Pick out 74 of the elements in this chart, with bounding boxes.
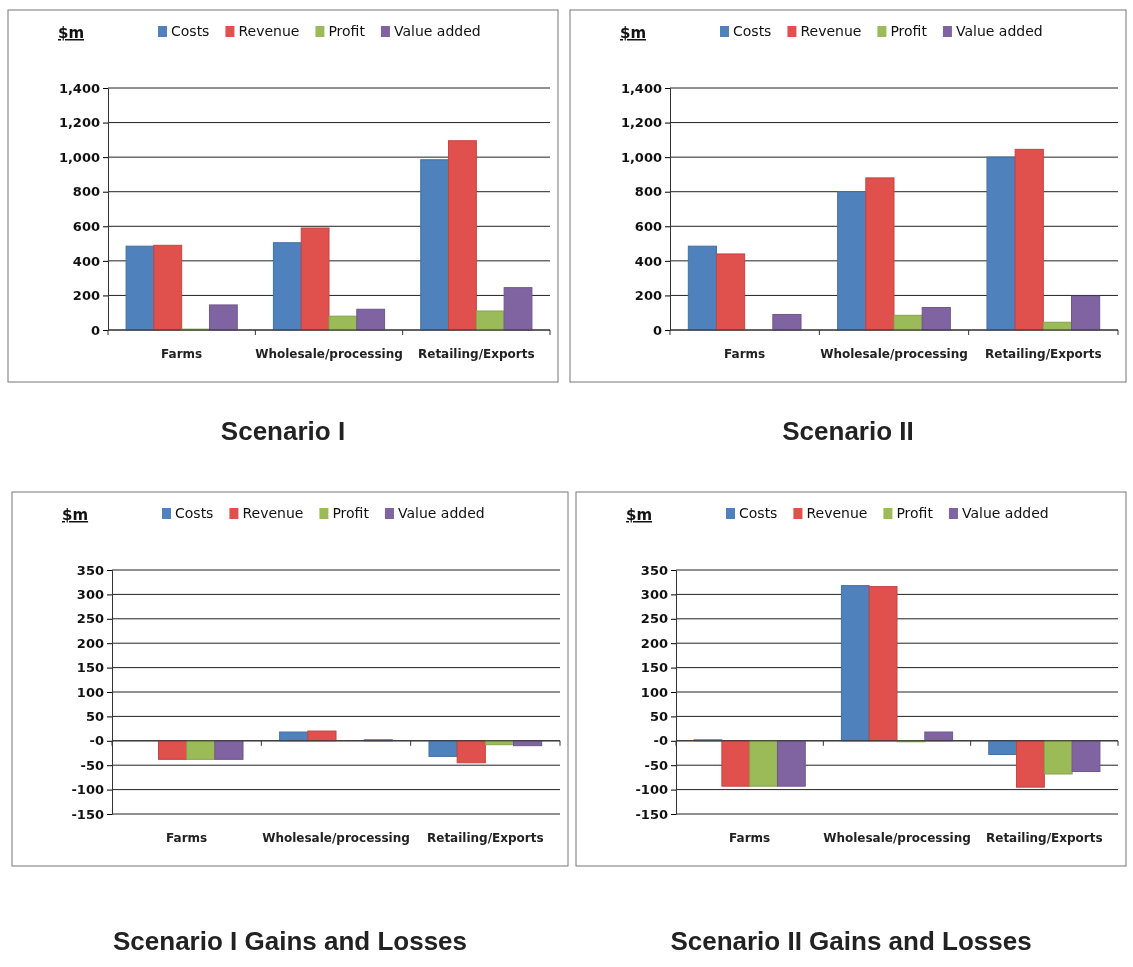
legend-label: Revenue — [238, 23, 300, 39]
legend-label: Value added — [393, 23, 481, 39]
x-tick-label: Retailing/Exports — [418, 347, 535, 361]
legend-label: Revenue — [800, 23, 862, 39]
y-tick-label: -150 — [635, 806, 668, 822]
y-tick-label: -50 — [80, 757, 104, 773]
legend-label: Costs — [739, 505, 778, 521]
x-tick-label: Farms — [724, 347, 766, 361]
y-axis-title: $m — [626, 506, 653, 524]
y-tick-label: -100 — [635, 782, 668, 798]
y-tick-label: 400 — [634, 253, 662, 269]
y-tick-label: 250 — [76, 611, 104, 627]
x-tick-label: Wholesale/processing — [820, 347, 968, 361]
y-tick-label: 300 — [640, 587, 668, 603]
y-tick-label: 800 — [72, 184, 100, 200]
y-tick-label: 600 — [72, 218, 100, 234]
legend-label: Costs — [175, 505, 214, 521]
legend-label: Revenue — [242, 505, 304, 521]
text: Scenario I — [220, 416, 346, 446]
y-tick-label: 1,200 — [620, 115, 662, 131]
y-tick-label: 400 — [72, 253, 100, 269]
legend-label: Profit — [332, 505, 370, 521]
x-tick-label: Wholesale/processing — [255, 347, 403, 361]
y-tick-label: 100 — [640, 684, 668, 700]
text: Scenario II — [782, 416, 914, 446]
x-tick-label: Retailing/Exports — [986, 831, 1103, 845]
legend-label: Value added — [955, 23, 1043, 39]
y-tick-label: 800 — [634, 184, 662, 200]
y-tick-label: 100 — [76, 684, 104, 700]
legend-label: Profit — [896, 505, 934, 521]
y-tick-label: 50 — [649, 709, 668, 725]
x-tick-label: Retailing/Exports — [427, 831, 544, 845]
legend-label: Revenue — [806, 505, 868, 521]
y-tick-label: -150 — [71, 806, 104, 822]
y-tick-label: 300 — [76, 587, 104, 603]
legend-label: Value added — [961, 505, 1049, 521]
y-tick-label: 50 — [85, 709, 104, 725]
y-tick-label: 1,400 — [58, 80, 100, 96]
y-tick-label: 1,400 — [620, 80, 662, 96]
y-tick-label: 200 — [640, 635, 668, 651]
legend-label: Costs — [733, 23, 772, 39]
y-axis-title: $m — [58, 24, 85, 42]
legend-label: Costs — [171, 23, 210, 39]
y-tick-label: 1,000 — [620, 149, 662, 165]
y-axis-title: $m — [620, 24, 647, 42]
y-tick-label: -0 — [89, 733, 104, 749]
y-tick-label: 1,200 — [58, 115, 100, 131]
x-tick-label: Wholesale/processing — [823, 831, 971, 845]
y-tick-label: 1,000 — [58, 149, 100, 165]
y-tick-label: 150 — [76, 660, 104, 676]
x-tick-label: Farms — [729, 831, 771, 845]
y-tick-label: 200 — [72, 288, 100, 304]
x-tick-label: Retailing/Exports — [985, 347, 1102, 361]
y-tick-label: 350 — [76, 562, 104, 578]
y-tick-label: 250 — [640, 611, 668, 627]
legend-label: Value added — [397, 505, 485, 521]
y-tick-label: 600 — [634, 218, 662, 234]
y-tick-label: 0 — [652, 322, 662, 338]
y-tick-label: 200 — [634, 288, 662, 304]
y-tick-label: 200 — [76, 635, 104, 651]
y-tick-label: 350 — [640, 562, 668, 578]
y-tick-label: 150 — [640, 660, 668, 676]
text: Scenario I Gains and Losses — [112, 926, 468, 956]
y-tick-label: -0 — [653, 733, 668, 749]
legend-label: Profit — [328, 23, 366, 39]
y-tick-label: 0 — [90, 322, 100, 338]
y-axis-title: $m — [62, 506, 89, 524]
legend-label: Profit — [890, 23, 928, 39]
x-tick-label: Farms — [166, 831, 208, 845]
y-tick-label: -100 — [71, 782, 104, 798]
y-tick-label: -50 — [644, 757, 668, 773]
x-tick-label: Wholesale/processing — [262, 831, 410, 845]
x-tick-label: Farms — [161, 347, 203, 361]
text: Scenario II Gains and Losses — [670, 926, 1032, 956]
